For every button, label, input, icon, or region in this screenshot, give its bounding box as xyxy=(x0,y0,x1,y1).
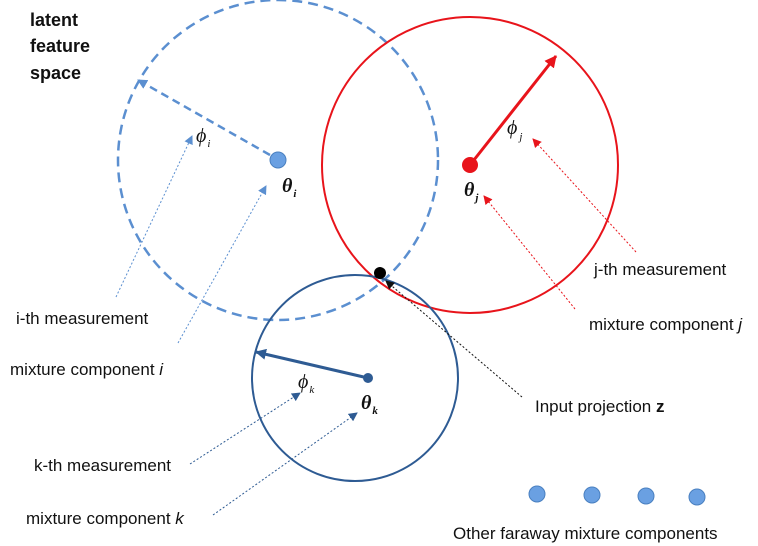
mixture-j-label: mixture component j xyxy=(589,315,743,334)
input-projection-label: Input projection z xyxy=(535,397,664,416)
mixture-i-label: mixture component i xyxy=(10,360,164,379)
mixture-k-pointer xyxy=(212,412,358,516)
i-measurement-pointer xyxy=(115,135,193,298)
component-i-center xyxy=(269,151,287,169)
component-j-radius-arrow xyxy=(468,55,558,166)
theta-j-symbol: θj xyxy=(464,179,479,204)
component-i-circle xyxy=(116,0,440,322)
mixture-j-pointer xyxy=(483,195,576,310)
title-line-3: space xyxy=(30,63,81,83)
faraway-component-dot xyxy=(583,486,601,504)
j-measurement-label: j-th measurement xyxy=(593,260,727,279)
j-measurement-pointer xyxy=(532,138,637,253)
faraway-components-label: Other faraway mixture components xyxy=(453,524,718,543)
input-projection-pointer xyxy=(385,280,523,398)
k-measurement-label: k-th measurement xyxy=(34,456,171,475)
faraway-component-dot xyxy=(528,485,546,503)
title-line-1: latent xyxy=(30,10,78,30)
phi-k-symbol: ϕk xyxy=(298,371,315,396)
component-k-radius-arrow xyxy=(255,348,369,380)
phi-i-symbol: ϕi xyxy=(196,125,210,150)
mixture-k-label: mixture component k xyxy=(26,509,185,528)
title-line-2: feature xyxy=(30,36,90,56)
faraway-component-dot xyxy=(688,488,706,506)
component-k-center xyxy=(363,373,373,383)
faraway-component-dot xyxy=(637,487,655,505)
i-measurement-label: i-th measurement xyxy=(16,309,149,328)
theta-i-symbol: θi xyxy=(282,175,297,200)
theta-k-symbol: θk xyxy=(361,392,378,417)
component-k-circle xyxy=(251,274,459,482)
mixture-i-pointer xyxy=(177,185,267,344)
component-j-circle xyxy=(321,16,619,314)
input-projection-point xyxy=(374,267,386,279)
k-measurement-pointer xyxy=(189,392,301,465)
component-j-center xyxy=(462,157,478,173)
